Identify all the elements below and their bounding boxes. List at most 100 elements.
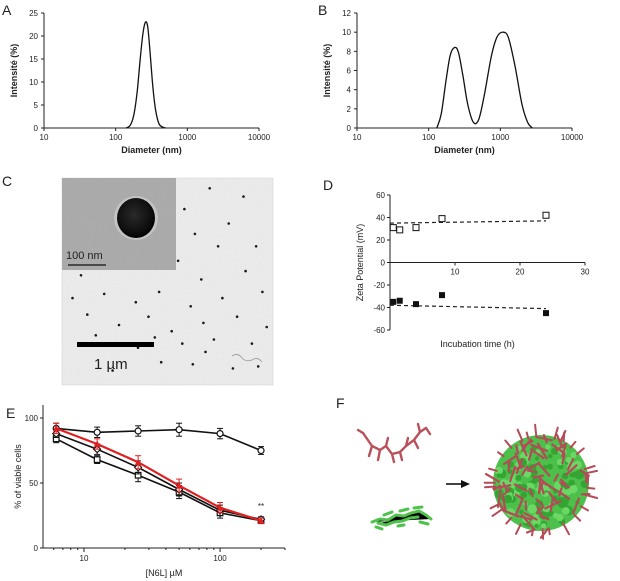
red-strand	[509, 465, 517, 483]
nanoparticle-dot	[157, 290, 161, 294]
panel-label-c: C	[2, 173, 12, 189]
panel-label-b: B	[318, 2, 327, 18]
red-strand	[547, 490, 559, 505]
nanoparticle-dot	[102, 292, 106, 296]
nanoparticle-dot	[244, 269, 247, 273]
nanoparticle-dot	[235, 315, 239, 319]
red-strand	[535, 498, 544, 506]
red-strand	[519, 515, 533, 521]
y-tick-label: -20	[373, 281, 385, 290]
x-axis-title: Diameter (nm)	[121, 145, 182, 155]
nanoparticle-dot	[191, 363, 195, 366]
x-tick-label: 1000	[491, 133, 509, 142]
y-tick-label: 0	[34, 124, 39, 133]
red-spike	[585, 486, 596, 490]
red-strand	[523, 512, 538, 521]
red-spike	[583, 465, 596, 471]
green-blob	[545, 444, 551, 450]
red-strand	[551, 443, 566, 455]
x-tick-label: 1000	[178, 133, 196, 142]
panel-label-a: A	[2, 2, 12, 18]
series-line	[56, 427, 262, 452]
data-point	[93, 440, 101, 447]
y-tick-label: 10	[29, 78, 38, 87]
red-strand	[537, 462, 551, 477]
panel-label-d: D	[323, 177, 333, 193]
red-spike	[559, 429, 567, 443]
red-strand	[536, 506, 545, 520]
red-strand	[528, 487, 534, 498]
green-blob	[527, 504, 537, 514]
data-point-open	[438, 215, 446, 223]
distribution-curve	[436, 31, 533, 129]
nanoparticle-dot	[202, 321, 205, 325]
y-tick-label: 4	[347, 86, 352, 95]
significance-annotation: **	[258, 502, 264, 511]
data-point	[257, 446, 265, 455]
debris-mark	[231, 354, 263, 363]
x-axis-title: Diameter (nm)	[434, 145, 495, 155]
data-point-filled	[390, 298, 397, 305]
nanoparticle-dot	[147, 315, 150, 319]
green-blob	[547, 463, 553, 470]
data-point	[257, 517, 265, 524]
fit-line	[389, 304, 547, 310]
fit-line	[389, 220, 547, 224]
red-spike	[584, 493, 599, 499]
red-strand	[566, 458, 575, 471]
red-strand	[514, 493, 523, 499]
data-point-open	[389, 224, 397, 232]
red-spike	[516, 428, 524, 442]
green-blob	[519, 509, 524, 515]
y-tick-label: 0	[381, 259, 386, 268]
nanoparticle-dot	[183, 207, 186, 211]
y-axis-title: Zeta Potential (mV)	[355, 224, 365, 302]
green-blob	[495, 466, 503, 475]
red-strand	[514, 465, 525, 470]
red-strand	[513, 483, 528, 492]
y-tick-label: 50	[29, 479, 38, 488]
red-strand	[492, 484, 502, 491]
y-tick-label: 0	[347, 124, 352, 133]
x-tick-label: 20	[516, 268, 525, 277]
tem-micrograph: 100 nm 1 µm	[61, 177, 274, 386]
red-strand	[503, 488, 511, 496]
red-strand	[537, 480, 542, 495]
red-strand	[529, 448, 545, 460]
nanoparticle-dot	[256, 365, 260, 368]
molecular-assembly-illustration	[356, 422, 599, 540]
red-spike	[515, 523, 522, 535]
data-point	[93, 428, 101, 436]
red-strand	[522, 439, 534, 448]
red-spike	[534, 423, 538, 439]
data-point	[134, 458, 142, 466]
red-spike	[562, 522, 570, 536]
nanoparticle-dot	[254, 245, 258, 248]
x-tick-label: 10	[80, 554, 89, 563]
nanoparticle-dot	[71, 296, 74, 300]
red-spike	[553, 426, 559, 440]
panel-label-f: F	[336, 395, 345, 411]
red-strand	[543, 481, 557, 492]
nanoparticle-dot	[265, 325, 269, 329]
red-spike	[531, 527, 535, 537]
y-axis-title: Intensité (%)	[322, 44, 332, 98]
chart-a-size-distribution: 10 100 1000 10000 0 5 10 15 20 25 Diameter (nm) Int…	[9, 9, 271, 155]
nanoparticle-dot	[134, 300, 138, 304]
y-tick-label: 15	[29, 55, 38, 64]
green-blob	[565, 457, 573, 464]
red-molecule	[356, 422, 432, 464]
data-point	[175, 426, 183, 434]
red-spike	[575, 447, 585, 456]
nanoparticle-dot	[212, 338, 216, 341]
tem-inset: 100 nm	[62, 178, 176, 270]
red-strand	[558, 487, 563, 497]
y-tick-label: 60	[376, 191, 385, 200]
nanoparticle-dot	[86, 313, 89, 316]
red-spike	[488, 467, 498, 472]
green-blob	[547, 454, 553, 459]
data-point	[216, 504, 224, 511]
red-strand	[530, 443, 548, 452]
red-strand	[559, 478, 567, 486]
